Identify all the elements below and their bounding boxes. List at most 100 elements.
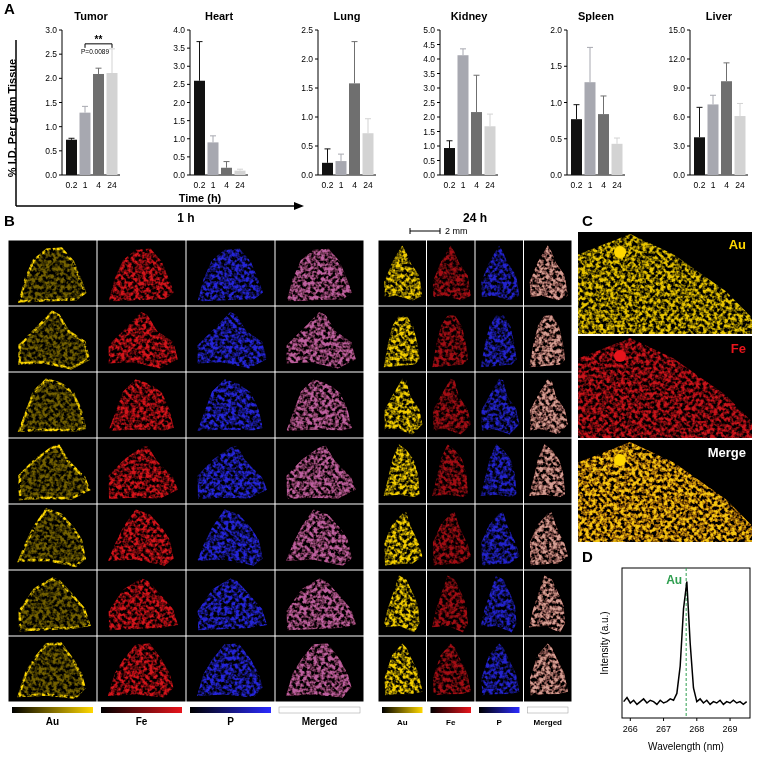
- merged-map: [287, 249, 352, 302]
- label: 4.0: [173, 25, 185, 35]
- label: 1.5: [173, 116, 185, 126]
- image-cell: [476, 637, 524, 702]
- element-rim: [19, 509, 85, 566]
- merged-map: [529, 316, 565, 368]
- label: 1 h: [177, 211, 194, 225]
- image-cell: [187, 571, 275, 636]
- image-cell: [578, 232, 752, 334]
- label: C: [582, 212, 593, 229]
- image-cell: [9, 307, 97, 372]
- image-cell: [9, 439, 97, 504]
- bar: [735, 116, 746, 175]
- label: 0.0: [673, 170, 685, 180]
- tick: [437, 88, 440, 89]
- label: 0.5: [550, 134, 562, 144]
- tick: [59, 102, 62, 103]
- element-rim: [20, 249, 85, 302]
- label: 1.0: [550, 98, 562, 108]
- marks: [624, 568, 747, 718]
- image-cell: [276, 373, 364, 438]
- tick: [437, 131, 440, 132]
- label: 269: [723, 724, 738, 734]
- merged-map: [530, 245, 568, 300]
- label: 24: [363, 180, 373, 190]
- element-map: [197, 379, 263, 431]
- label: 1.5: [550, 61, 562, 71]
- tick: [59, 30, 62, 31]
- label: **: [95, 34, 103, 45]
- label: Intensity (a.u.): [599, 611, 610, 674]
- image-cell: [524, 439, 572, 504]
- image-cell: [379, 307, 427, 372]
- label: 3.0: [173, 61, 185, 71]
- tick: [315, 59, 318, 60]
- image-cell: [427, 439, 475, 504]
- image-cell: [98, 637, 186, 702]
- error-bar: [224, 162, 230, 168]
- element-map: [108, 379, 173, 431]
- label: 0.5: [45, 146, 57, 156]
- element-map: [20, 579, 90, 631]
- error-bar: [710, 95, 716, 104]
- colorbar: [382, 707, 423, 713]
- bar: [208, 142, 219, 175]
- tick: [687, 175, 690, 176]
- element-map: [482, 644, 520, 696]
- tick: [687, 30, 690, 31]
- element-map: [19, 509, 85, 566]
- image-cell: [276, 439, 364, 504]
- tick: [59, 78, 62, 79]
- tick: [187, 156, 190, 157]
- tick: [687, 59, 690, 60]
- tick: [663, 718, 664, 721]
- error-bar: [352, 42, 358, 84]
- label: 24: [735, 180, 745, 190]
- error-bar: [697, 107, 703, 137]
- colorbar: [431, 707, 472, 713]
- bar: [694, 137, 705, 175]
- bar-chart: Tumor0.00.51.01.52.02.53.00.21424**P=0.0…: [6, 10, 120, 190]
- label: D: [582, 548, 593, 565]
- label: 0.2: [66, 180, 78, 190]
- error-bar: [487, 114, 493, 126]
- merged-map: [286, 644, 352, 698]
- element-map: [578, 442, 752, 542]
- label: Au: [666, 573, 682, 587]
- hotspot: [614, 246, 626, 258]
- label: 24: [485, 180, 495, 190]
- element-map: [19, 644, 85, 698]
- label: 4: [96, 180, 101, 190]
- merged-map: [529, 576, 565, 633]
- image-cell: [427, 637, 475, 702]
- merged-map: [287, 579, 357, 631]
- marks: [444, 49, 496, 175]
- label: 4: [224, 180, 229, 190]
- image-cell: [427, 241, 475, 306]
- bar: [471, 112, 482, 175]
- label: 2.0: [301, 54, 313, 64]
- element-map: [481, 576, 517, 633]
- merged-map: [287, 446, 356, 499]
- image-cell: [9, 241, 97, 306]
- element-map: [108, 509, 174, 566]
- image-cell: [187, 241, 275, 306]
- label: 2.5: [423, 98, 435, 108]
- background: [0, 0, 758, 762]
- image-cell: [379, 241, 427, 306]
- bar: [721, 81, 732, 175]
- image-cell: [276, 307, 364, 372]
- label: P: [227, 716, 234, 727]
- label: Au: [397, 718, 408, 727]
- merged-map: [530, 379, 568, 435]
- image-cell: [98, 241, 186, 306]
- error-bar: [574, 105, 580, 120]
- element-map: [384, 316, 420, 368]
- element-map: [384, 576, 420, 633]
- element-map: [198, 249, 263, 302]
- error-bar: [197, 42, 203, 81]
- label: Fe: [731, 341, 746, 356]
- axis-arrow: [15, 40, 17, 206]
- label: A: [4, 0, 15, 17]
- element-map: [384, 512, 422, 565]
- marks: [571, 47, 623, 175]
